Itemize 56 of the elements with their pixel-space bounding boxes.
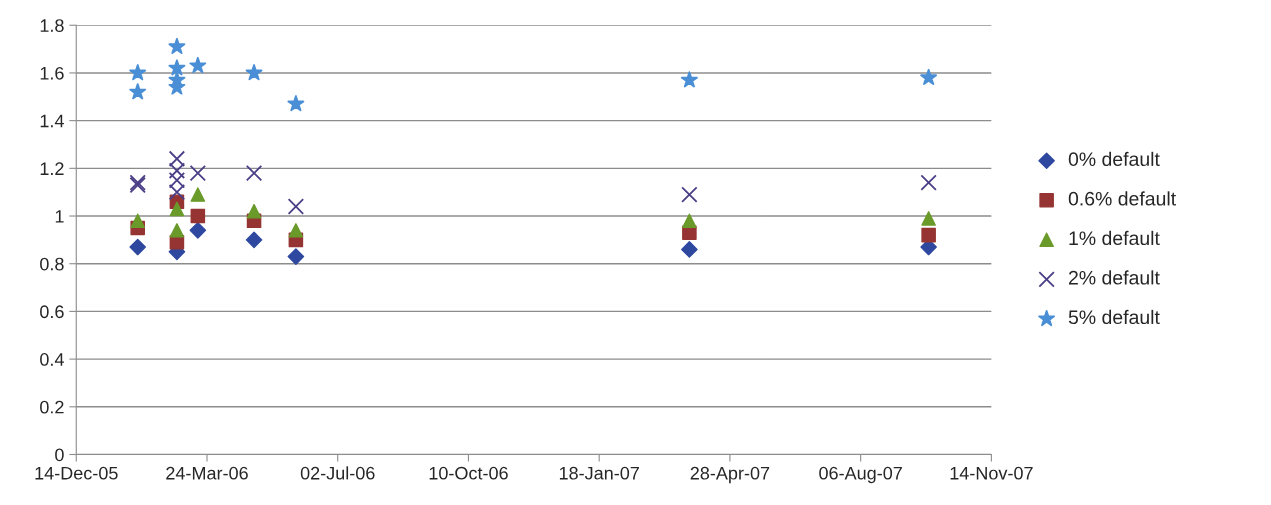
point — [245, 231, 263, 249]
x-tick-label: 06-Aug-07 — [819, 466, 902, 484]
point — [168, 59, 186, 76]
legend-label: 0.6% default — [1068, 191, 1176, 206]
point — [920, 174, 937, 191]
legend-label: 5% default — [1068, 309, 1160, 325]
point — [246, 203, 262, 219]
point — [168, 172, 186, 189]
point — [190, 187, 206, 202]
point — [168, 37, 186, 55]
point — [168, 162, 186, 179]
x-tick-label: 18-Jan-07 — [559, 466, 639, 480]
x-tick-label: 10-Oct-06 — [429, 466, 508, 480]
point — [681, 186, 698, 203]
point — [920, 68, 938, 86]
point — [189, 222, 207, 239]
point — [921, 211, 936, 226]
point — [168, 150, 186, 167]
point — [288, 223, 304, 238]
legend-label: 1% default — [1069, 230, 1160, 246]
x-tick-label: 14-Nov-07 — [950, 466, 1033, 480]
y-tick-label: 0.4 — [40, 353, 64, 366]
point — [169, 201, 185, 217]
point — [287, 198, 305, 215]
y-tick-label: 1 — [55, 210, 64, 223]
point — [129, 83, 147, 100]
point — [190, 208, 206, 224]
point — [189, 164, 207, 182]
point — [681, 241, 698, 258]
point — [287, 248, 305, 265]
y-tick-label: 1.2 — [40, 162, 64, 175]
point — [245, 64, 263, 81]
point — [129, 64, 147, 81]
point — [245, 164, 263, 182]
point — [921, 227, 936, 243]
point — [682, 213, 697, 229]
x-tick-label: 02-Jul-06 — [300, 466, 375, 480]
y-tick-label: 1.6 — [40, 66, 64, 80]
x-tick-label: 24-Mar-06 — [166, 466, 248, 480]
legend-label: 0% default — [1068, 151, 1160, 167]
point — [189, 56, 207, 74]
point — [680, 71, 698, 88]
point — [287, 95, 305, 112]
point — [130, 213, 145, 229]
x-tick-label: 28-Apr-07 — [690, 466, 770, 484]
y-tick-label: 0.8 — [40, 257, 64, 271]
legend-label: 2% default — [1068, 270, 1160, 285]
x-tick-label: 14-Dec-05 — [35, 466, 118, 480]
y-tick-label: 1.8 — [40, 19, 64, 32]
point — [168, 183, 186, 201]
y-tick-label: 0 — [55, 448, 64, 462]
y-tick-label: 0.2 — [40, 400, 64, 414]
y-tick-label: 1.4 — [40, 114, 64, 128]
point — [169, 223, 185, 238]
y-tick-label: 0.6 — [40, 305, 64, 319]
point — [129, 238, 147, 256]
